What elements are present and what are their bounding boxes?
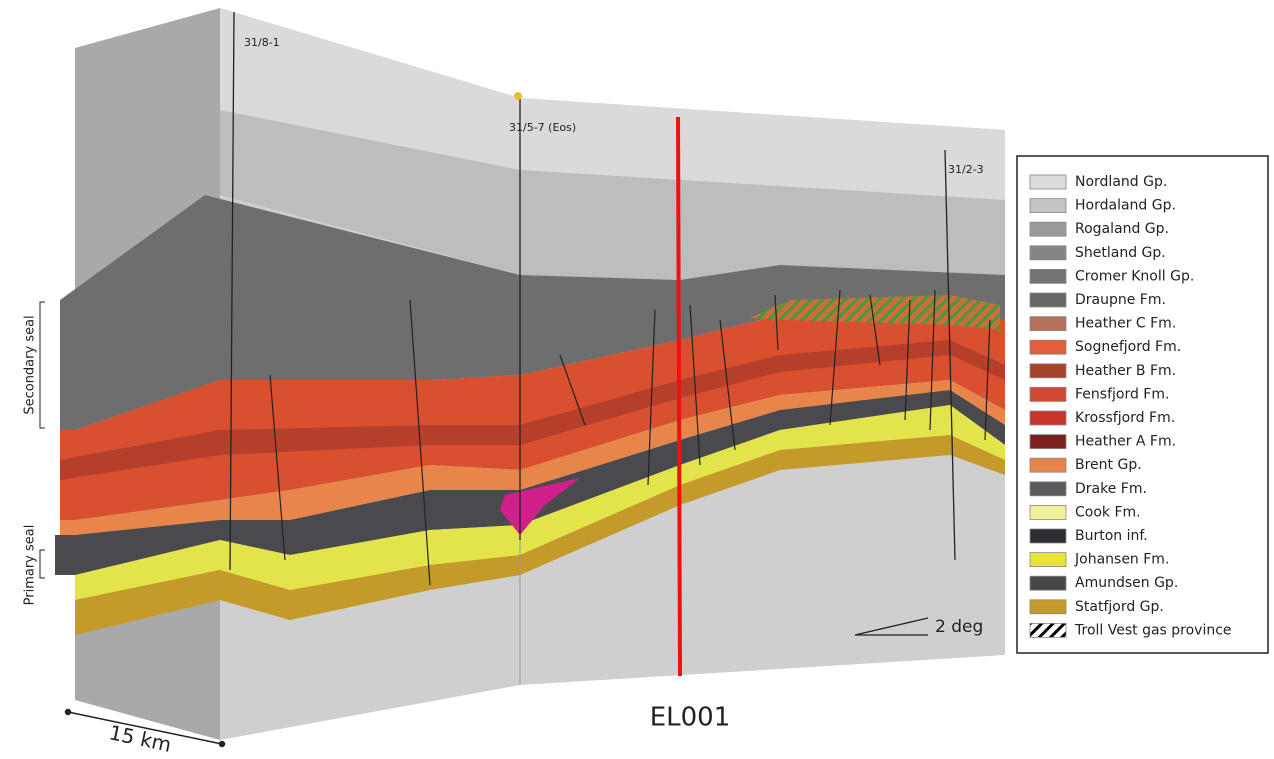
- legend-swatch: [1030, 199, 1066, 213]
- legend-swatch: [1030, 435, 1066, 449]
- legend-label: Sognefjord Fm.: [1075, 339, 1181, 355]
- legend-swatch: [1030, 317, 1066, 331]
- scale-label: 15 km: [107, 720, 173, 757]
- legend-swatch: [1030, 600, 1066, 614]
- legend-swatch: [1030, 458, 1066, 472]
- legend-label: Cromer Knoll Gp.: [1075, 268, 1194, 284]
- seal-label: Secondary seal: [23, 315, 38, 414]
- well-label: 31/5-7 (Eos): [509, 121, 576, 134]
- legend-label: Shetland Gp.: [1075, 245, 1166, 261]
- block: [55, 8, 1005, 740]
- legend-label: Johansen Fm.: [1074, 552, 1169, 568]
- legend-swatch: [1030, 482, 1066, 496]
- legend-swatch: [1030, 553, 1066, 567]
- legend-swatch: [1030, 623, 1066, 637]
- legend-label: Brent Gp.: [1075, 457, 1142, 473]
- angle-label: 2 deg: [935, 617, 983, 637]
- legend-label: Draupne Fm.: [1075, 292, 1166, 308]
- block-diagram: 31/8-1 31/5-7 (Eos) 31/2-3 Secondary sea…: [0, 0, 1274, 759]
- legend-swatch: [1030, 364, 1066, 378]
- legend-label: Hordaland Gp.: [1075, 198, 1176, 214]
- legend-swatch: [1030, 387, 1066, 401]
- seal-label: Primary seal: [23, 525, 38, 606]
- legend-label: Troll Vest gas province: [1074, 622, 1232, 638]
- legend-swatch: [1030, 576, 1066, 590]
- section-line: [678, 117, 680, 676]
- legend-swatch: [1030, 269, 1066, 283]
- legend-swatch: [1030, 411, 1066, 425]
- legend-label: Nordland Gp.: [1075, 174, 1167, 190]
- legend-label: Fensfjord Fm.: [1075, 386, 1169, 402]
- legend-swatch: [1030, 505, 1066, 519]
- legend-label: Rogaland Gp.: [1075, 221, 1169, 237]
- legend-label: Cook Fm.: [1075, 504, 1141, 520]
- legend-label: Heather A Fm.: [1075, 434, 1176, 450]
- legend-swatch: [1030, 340, 1066, 354]
- legend-swatch: [1030, 222, 1066, 236]
- seal-brackets: [40, 302, 45, 578]
- well-label: 31/8-1: [244, 36, 280, 49]
- legend-label: Heather C Fm.: [1075, 316, 1176, 332]
- section-label: EL001: [650, 703, 731, 733]
- legend-label: Amundsen Gp.: [1075, 575, 1178, 591]
- legend-swatch: [1030, 175, 1066, 189]
- legend-label: Statfjord Gp.: [1075, 599, 1164, 615]
- legend-label: Drake Fm.: [1075, 481, 1147, 497]
- well-label: 31/2-3: [948, 163, 984, 176]
- legend-label: Heather B Fm.: [1075, 363, 1176, 379]
- legend-swatch: [1030, 246, 1066, 260]
- legend-label: Krossfjord Fm.: [1075, 410, 1175, 426]
- legend-label: Burton inf.: [1075, 528, 1148, 544]
- legend-swatch: [1030, 529, 1066, 543]
- legend-swatch: [1030, 293, 1066, 307]
